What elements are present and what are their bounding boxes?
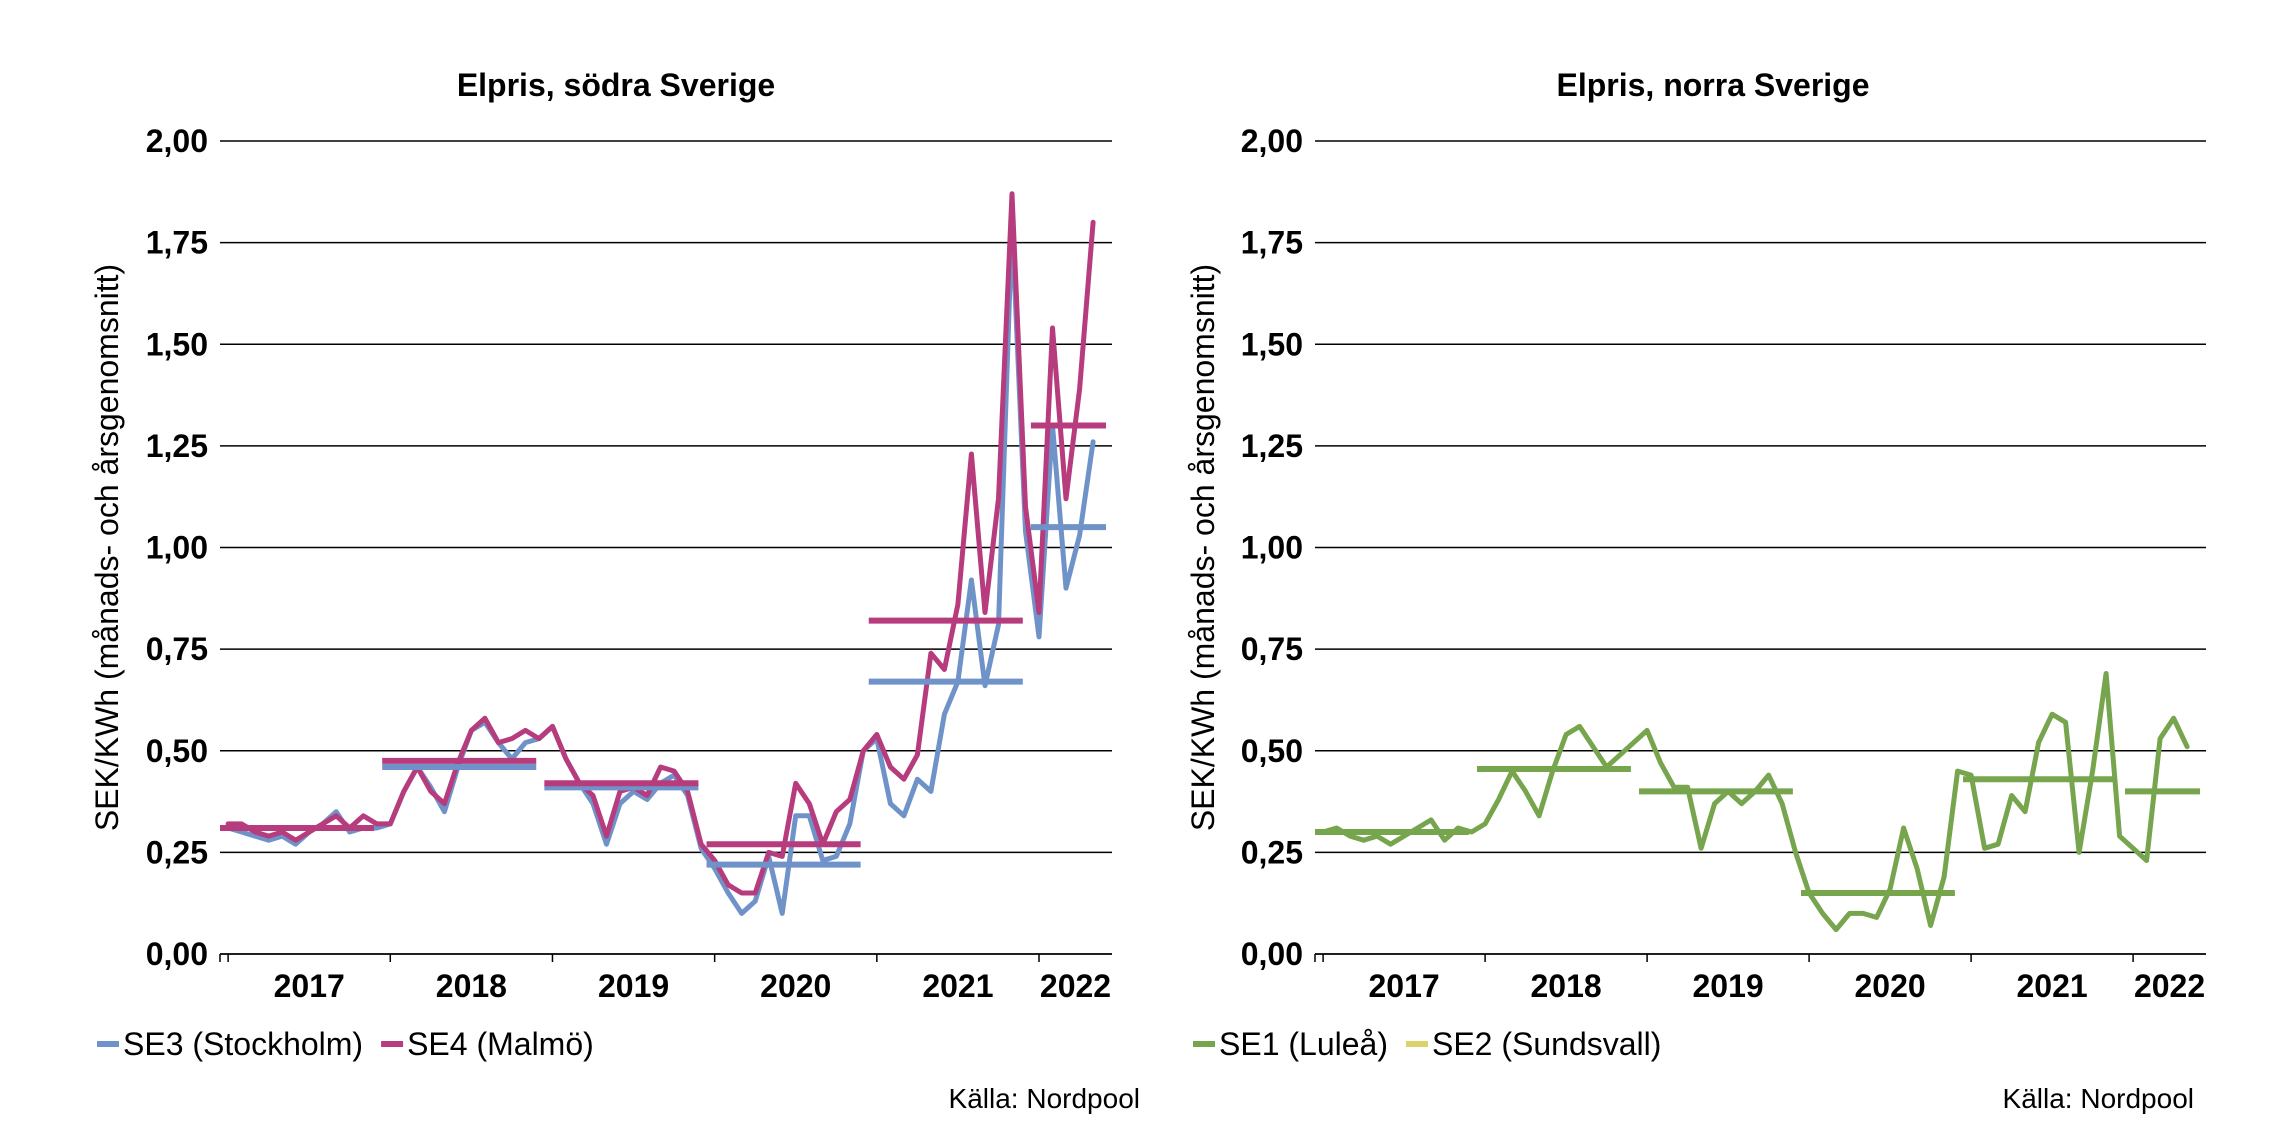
y-tick-label: 1,50 [1241,326,1303,362]
legend-entry: SE4 (Malmö) [407,1026,594,1062]
y-tick-label: 0,00 [1241,936,1303,972]
y-tick-label: 1,75 [1241,225,1303,261]
y-tick-label: 0,00 [146,936,208,972]
source-note: Källa: Nordpool [949,1083,1140,1114]
y-tick-label: 1,50 [146,326,208,362]
y-tick-label: 0,25 [146,834,208,870]
y-tick-label: 0,25 [1241,834,1303,870]
y-tick-label: 1,25 [1241,428,1303,464]
source-note: Källa: Nordpool [2003,1083,2194,1114]
y-axis-label: SEK/KWh (månads- och årsgenomsnitt) [1185,264,1221,831]
legend-entry: SE2 (Sundsvall) [1432,1026,1661,1062]
series-line [1320,671,2190,933]
y-tick-label: 2,00 [1241,123,1303,159]
y-tick-label: 1,25 [146,428,208,464]
x-tick-label: 2017 [274,968,345,1004]
y-tick-label: 0,50 [1241,733,1303,769]
x-tick-label: 2018 [1531,968,1602,1004]
x-tick-label: 2020 [1855,968,1926,1004]
y-tick-label: 1,00 [1241,530,1303,566]
y-axis-label: SEK/KWh (månads- och årsgenomsnitt) [89,264,125,831]
x-tick-label: 2020 [760,968,831,1004]
series-line [225,191,1096,896]
y-tick-label: 1,00 [146,530,208,566]
y-tick-label: 0,75 [146,631,208,667]
chart-title: Elpris, norra Sverige [1556,67,1869,103]
chart-south-sweden: Elpris, södra Sverige 0,00 0,25 0,50 0,75 1,0… [89,67,1140,1114]
x-tick-label: 2021 [922,968,993,1004]
x-tick-label: 2019 [1693,968,1764,1004]
x-tick-label: 2017 [1369,968,1440,1004]
legend-entry: SE1 (Luleå) [1219,1026,1388,1062]
y-tick-label: 0,50 [146,733,208,769]
chart-title: Elpris, södra Sverige [457,67,775,103]
x-tick-label: 2021 [2017,968,2088,1004]
y-tick-label: 1,75 [146,225,208,261]
chart-north-sweden: Elpris, norra Sverige 0,00 0,25 0,50 0,75 1,0… [1185,67,2206,1114]
x-tick-label: 2022 [1040,968,1111,1004]
y-tick-label: 0,75 [1241,631,1303,667]
x-tick-label: 2019 [598,968,669,1004]
y-tick-label: 2,00 [146,123,208,159]
x-tick-label: 2022 [2134,968,2205,1004]
x-tick-label: 2018 [436,968,507,1004]
legend-entry: SE3 (Stockholm) [123,1026,363,1062]
